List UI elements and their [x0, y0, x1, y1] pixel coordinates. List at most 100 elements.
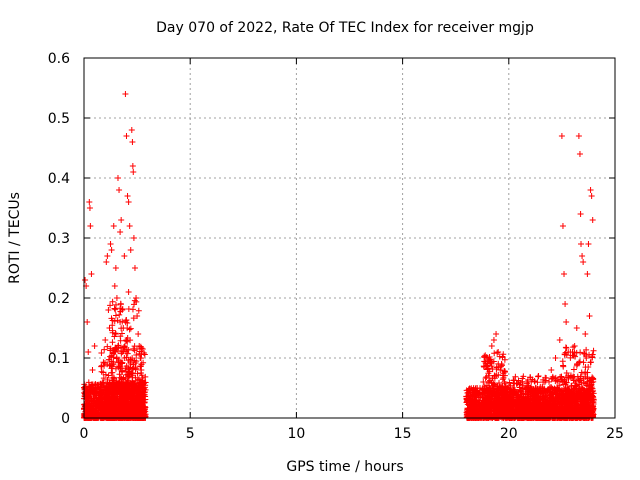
data-point — [482, 352, 489, 359]
data-point — [532, 411, 539, 418]
data-point — [584, 396, 591, 403]
data-point — [117, 337, 124, 344]
data-point — [514, 392, 521, 399]
data-point — [116, 311, 123, 318]
data-point — [496, 353, 503, 360]
y-tick-label: 0.5 — [48, 111, 70, 127]
data-point — [563, 379, 570, 386]
data-point — [555, 386, 562, 393]
data-point — [137, 363, 144, 370]
data-point — [493, 406, 500, 413]
data-point — [553, 404, 560, 411]
data-point — [518, 400, 525, 407]
data-point — [113, 354, 120, 361]
data-point — [119, 360, 126, 367]
data-point — [589, 374, 596, 381]
data-point — [122, 317, 129, 324]
data-point — [124, 320, 131, 327]
data-point — [515, 397, 522, 404]
data-point — [102, 371, 109, 378]
y-tick-label: 0.6 — [48, 51, 70, 67]
data-point — [589, 353, 596, 360]
data-point — [574, 408, 581, 415]
data-point — [583, 399, 590, 406]
data-point — [521, 400, 528, 407]
data-point — [115, 342, 122, 349]
data-point — [493, 387, 500, 394]
y-tick-label: 0.3 — [48, 231, 70, 247]
data-point — [550, 396, 557, 403]
data-point — [475, 395, 482, 402]
data-point — [108, 352, 115, 359]
data-point — [106, 380, 113, 387]
data-point — [547, 409, 554, 416]
data-point — [509, 398, 516, 405]
data-point — [134, 390, 141, 397]
data-point — [498, 396, 505, 403]
data-point — [548, 384, 555, 391]
data-point — [552, 411, 559, 418]
data-point — [130, 315, 137, 322]
data-point — [112, 388, 119, 395]
data-point — [532, 396, 539, 403]
data-point — [547, 400, 554, 407]
data-point — [107, 390, 114, 397]
data-point — [481, 383, 488, 390]
data-point — [564, 395, 571, 402]
data-point — [133, 383, 140, 390]
data-point — [482, 395, 489, 402]
data-point — [586, 351, 593, 358]
data-point — [103, 389, 110, 396]
data-point — [99, 409, 106, 416]
data-point — [570, 344, 577, 351]
data-point — [533, 407, 540, 414]
data-point — [487, 399, 494, 406]
data-point — [130, 345, 137, 352]
data-point — [531, 377, 538, 384]
data-point — [537, 410, 544, 417]
data-point — [109, 339, 116, 346]
x-tick-label: 15 — [394, 426, 412, 442]
data-point — [142, 373, 149, 380]
data-point — [473, 390, 480, 397]
x-tick-label: 10 — [287, 426, 305, 442]
data-point — [500, 351, 507, 358]
data-point — [572, 402, 579, 409]
data-point — [101, 346, 108, 353]
data-point — [575, 359, 582, 366]
data-point — [506, 388, 513, 395]
data-point — [588, 382, 595, 389]
data-point — [480, 406, 487, 413]
data-point — [124, 371, 131, 378]
data-point — [578, 369, 585, 376]
data-point — [577, 408, 584, 415]
data-point — [136, 350, 143, 357]
data-point — [589, 396, 596, 403]
data-point — [497, 386, 504, 393]
data-point — [570, 377, 577, 384]
data-point — [556, 394, 563, 401]
data-point — [139, 404, 146, 411]
data-point — [111, 404, 118, 411]
data-point — [119, 376, 126, 383]
data-point — [537, 383, 544, 390]
data-point — [112, 395, 119, 402]
data-point — [129, 306, 136, 313]
data-point — [107, 345, 114, 352]
data-point — [513, 380, 520, 387]
data-point — [105, 397, 112, 404]
data-point — [101, 362, 108, 369]
data-point — [121, 399, 128, 406]
data-point — [575, 377, 582, 384]
y-axis-label: ROTI / TECUs — [7, 192, 23, 284]
data-point — [98, 381, 105, 388]
data-point — [486, 368, 493, 375]
data-point — [489, 390, 496, 397]
data-point — [491, 350, 498, 357]
data-point — [494, 413, 501, 420]
data-point — [104, 343, 111, 350]
data-point — [131, 297, 138, 304]
data-point — [577, 349, 584, 356]
y-tick-label: 0.4 — [48, 171, 70, 187]
data-point — [531, 394, 538, 401]
